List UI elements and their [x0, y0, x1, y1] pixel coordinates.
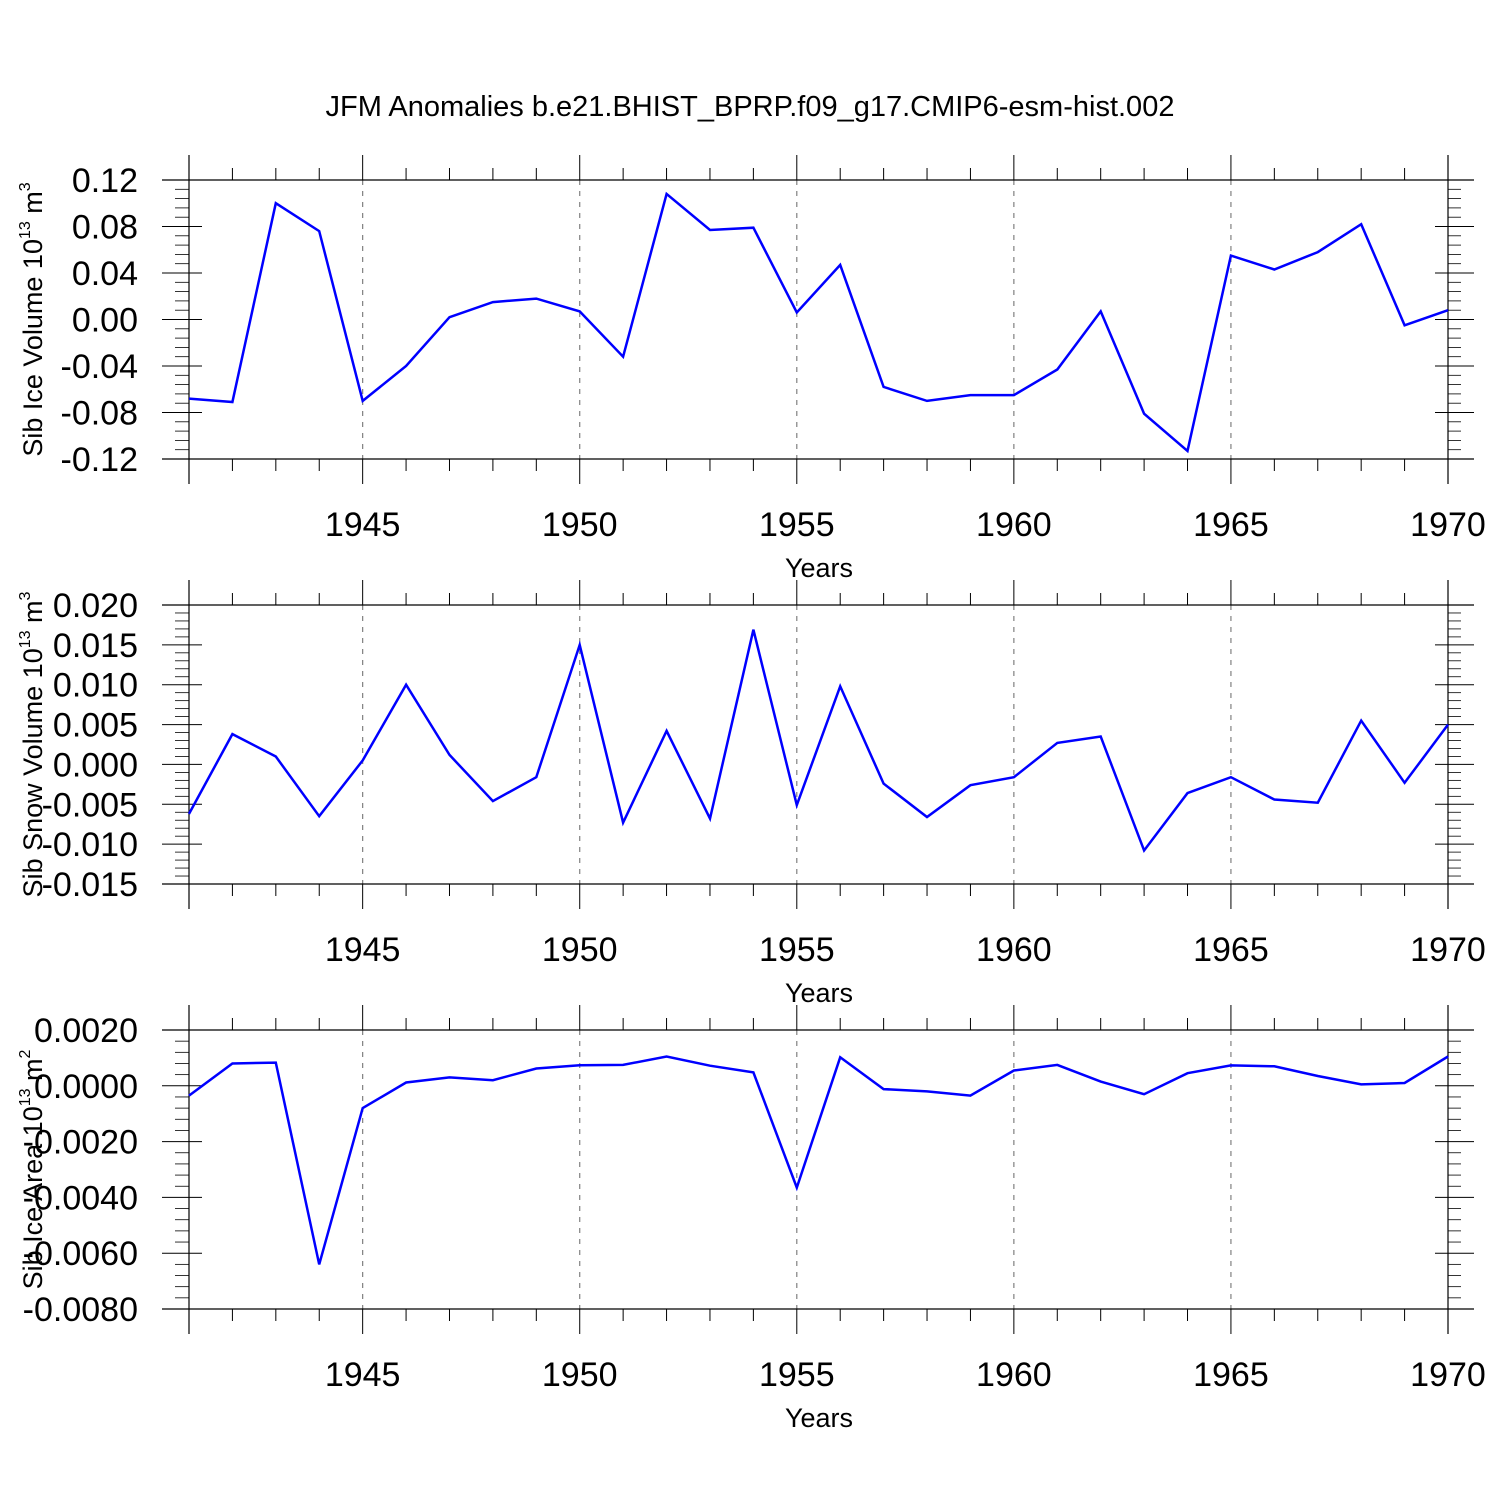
y-tick-label: 0.015: [53, 627, 138, 665]
x-tick-label: 1970: [1410, 506, 1486, 544]
series-line: [188, 1055, 1449, 1265]
y-axis-label: Sib Snow Volume 1013 m3: [17, 591, 48, 897]
series-line: [187, 629, 1450, 854]
x-tick-label: 1970: [1410, 931, 1486, 969]
y-tick-label: -0.0020: [23, 1124, 138, 1162]
y-tick-label: -0.0040: [23, 1179, 138, 1217]
y-tick-label: 0.04: [72, 255, 138, 293]
x-tick-label: 1950: [542, 506, 618, 544]
x-axis-label: Years: [785, 553, 853, 583]
x-tick-label: 1945: [325, 1356, 401, 1394]
x-tick-label: 1965: [1193, 1356, 1269, 1394]
figure-title: JFM Anomalies b.e21.BHIST_BPRP.f09_g17.C…: [326, 91, 1175, 123]
y-tick-label: -0.0080: [23, 1291, 138, 1329]
x-tick-label: 1960: [976, 506, 1052, 544]
y-tick-label: 0.0020: [34, 1012, 138, 1050]
y-tick-label: 0.08: [72, 209, 138, 247]
y-tick-label: 0.12: [72, 162, 138, 200]
panel-2: 0.0200.0150.0100.0050.000-0.005-0.010-0.…: [17, 580, 1486, 1008]
y-tick-label: -0.005: [42, 786, 138, 824]
x-tick-label: 1965: [1193, 506, 1269, 544]
x-tick-label: 1945: [325, 931, 401, 969]
y-axis-label: Sib Ice Volume 1013 m3: [17, 182, 48, 456]
x-tick-label: 1965: [1193, 931, 1269, 969]
y-axis-label: Sib Ice Area 1013 m2: [17, 1049, 48, 1289]
x-tick-label: 1955: [759, 1356, 835, 1394]
x-tick-label: 1950: [542, 931, 618, 969]
x-tick-label: 1960: [976, 931, 1052, 969]
y-tick-label: -0.0060: [23, 1235, 138, 1273]
x-axis-label: Years: [785, 978, 853, 1008]
y-tick-label: -0.08: [61, 395, 139, 433]
y-tick-label: -0.12: [61, 441, 139, 479]
y-tick-label: 0.005: [53, 707, 138, 745]
x-tick-label: 1960: [976, 1356, 1052, 1394]
series-line: [188, 191, 1449, 454]
y-tick-label: 0.020: [53, 587, 138, 625]
x-tick-label: 1955: [759, 506, 835, 544]
y-tick-label: 0.010: [53, 667, 138, 705]
x-tick-label: 1945: [325, 506, 401, 544]
y-tick-label: 0.00: [72, 302, 138, 340]
y-tick-label: 0.0000: [34, 1068, 138, 1106]
y-tick-label: -0.04: [61, 348, 139, 386]
y-tick-label: -0.015: [42, 866, 138, 904]
panel-1: 0.12 0.08 0.04 0.00 -0.04 -0.08 -0.12 1945 1950 1…: [17, 155, 1486, 583]
x-tick-label: 1970: [1410, 1356, 1486, 1394]
panel-3: 0.0020 0.0000 -0.0020 -0.0040 -0.0060 -0.0080…: [17, 1005, 1486, 1433]
x-tick-label: 1950: [542, 1356, 618, 1394]
x-axis-label: Years: [785, 1403, 853, 1433]
y-tick-label: -0.010: [42, 826, 138, 864]
x-tick-label: 1955: [759, 931, 835, 969]
y-tick-label: 0.000: [53, 746, 138, 784]
